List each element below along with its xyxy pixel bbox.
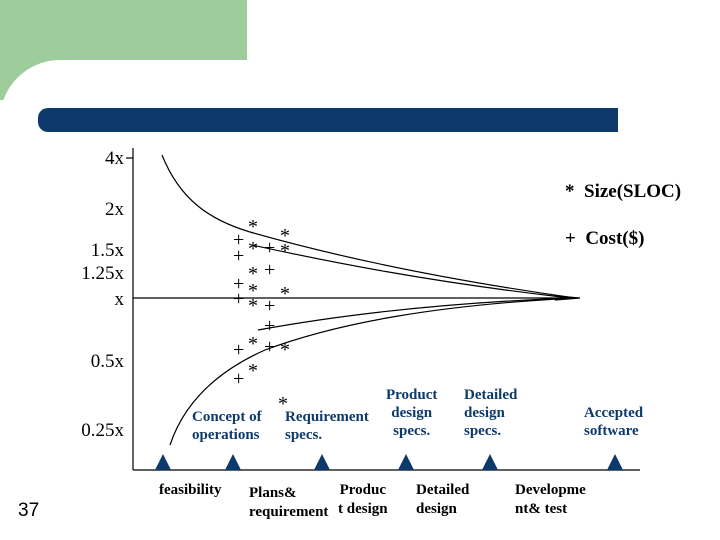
phase-line: requirement	[249, 504, 329, 520]
y-tick-label: 2x	[105, 199, 124, 220]
phase-product-design: Produc t design	[338, 481, 388, 519]
milestone-line: Accepted	[584, 405, 644, 421]
cost-marker: +	[233, 339, 244, 361]
milestone-line: operations	[192, 427, 260, 443]
phase-line: nt& test	[515, 501, 568, 517]
size-marker: *	[278, 393, 288, 415]
milestone-triangle	[314, 454, 330, 470]
lower-curve	[169, 297, 576, 446]
cost-marker: +	[264, 259, 275, 281]
milestone-triangle	[155, 454, 171, 470]
upper-curve	[161, 154, 576, 299]
milestone-line: design	[391, 405, 433, 421]
data-markers: * * + * + * + * + + * * + * + + * + + * …	[233, 216, 290, 415]
phase-feasibility: feasibility	[159, 481, 222, 500]
y-tick-label: 1.25x	[81, 263, 124, 284]
y-tick-label: x	[114, 289, 125, 310]
legend-size-label: Size(SLOC)	[584, 181, 682, 202]
size-marker: *	[248, 263, 258, 285]
cost-marker: +	[264, 295, 275, 317]
phase-line: design	[416, 501, 457, 517]
milestone-line: specs.	[285, 427, 323, 443]
milestone-triangle	[225, 454, 241, 470]
lower-inner-curve	[257, 297, 571, 331]
phase-line: Detailed	[416, 482, 470, 498]
size-marker: *	[280, 339, 290, 361]
y-tick-label: 0.5x	[90, 351, 124, 372]
y-tick-label: 4x	[105, 148, 124, 169]
milestone-line: specs.	[393, 423, 431, 439]
phase-plans-requirement: Plans& requirement	[249, 484, 328, 522]
title-bar	[38, 108, 618, 132]
size-marker: *	[248, 333, 258, 355]
size-marker: *	[248, 216, 258, 238]
milestone-line: software	[584, 423, 639, 439]
y-tick-label: 1.5x	[90, 240, 124, 261]
phase-development-test: Developme nt& test	[515, 481, 586, 519]
size-marker: *	[280, 283, 290, 305]
phase-detailed-design: Detailed design	[416, 481, 469, 519]
cost-marker: +	[233, 229, 244, 251]
cost-marker: +	[233, 368, 244, 390]
size-marker: *	[280, 225, 290, 247]
legend-cost: + Cost($)	[565, 228, 644, 250]
cost-marker: +	[264, 336, 275, 358]
milestone-product-design-specs: Product design specs.	[386, 386, 437, 440]
size-marker: *	[280, 240, 290, 262]
milestone-concept-of-operations: Concept of operations	[192, 408, 262, 444]
y-tick-label: 0.25x	[81, 420, 124, 441]
legend-size-symbol: *	[565, 181, 575, 202]
milestone-accepted-software: Accepted software	[584, 404, 643, 440]
milestone-line: Product	[386, 387, 438, 403]
phase-line: Developme	[515, 482, 586, 498]
legend-size: * Size(SLOC)	[565, 181, 681, 203]
phase-line: feasibility	[159, 482, 222, 498]
slide-panel	[0, 60, 720, 540]
milestone-triangle	[398, 454, 414, 470]
milestone-triangle	[607, 454, 623, 470]
cost-marker: +	[233, 288, 244, 310]
cost-marker: +	[233, 273, 244, 295]
convergence-tip	[554, 295, 581, 301]
milestone-line: Requirement	[285, 409, 369, 425]
milestone-markers	[155, 454, 623, 470]
cost-marker: +	[264, 315, 275, 337]
milestone-detailed-design-specs: Detailed design specs.	[464, 386, 517, 440]
size-marker: *	[248, 280, 258, 302]
milestone-line: specs.	[464, 423, 502, 439]
milestone-line: Concept of	[192, 409, 262, 425]
phase-line: Produc	[339, 482, 386, 498]
phase-line: t design	[338, 501, 388, 517]
legend-cost-label: Cost($)	[585, 228, 645, 249]
milestone-triangle	[482, 454, 498, 470]
phase-line: Plans&	[249, 485, 297, 501]
milestone-requirement-specs: Requirement specs.	[285, 408, 369, 444]
upper-inner-curve	[251, 244, 571, 299]
slide-number: 37	[18, 500, 40, 521]
size-marker: *	[248, 238, 258, 260]
cost-marker: +	[264, 237, 275, 259]
size-marker: *	[248, 360, 258, 382]
milestone-line: design	[464, 405, 505, 421]
cost-marker: +	[233, 245, 244, 267]
legend-cost-symbol: +	[565, 228, 576, 249]
size-marker: *	[248, 295, 258, 317]
milestone-line: Detailed	[464, 387, 518, 403]
